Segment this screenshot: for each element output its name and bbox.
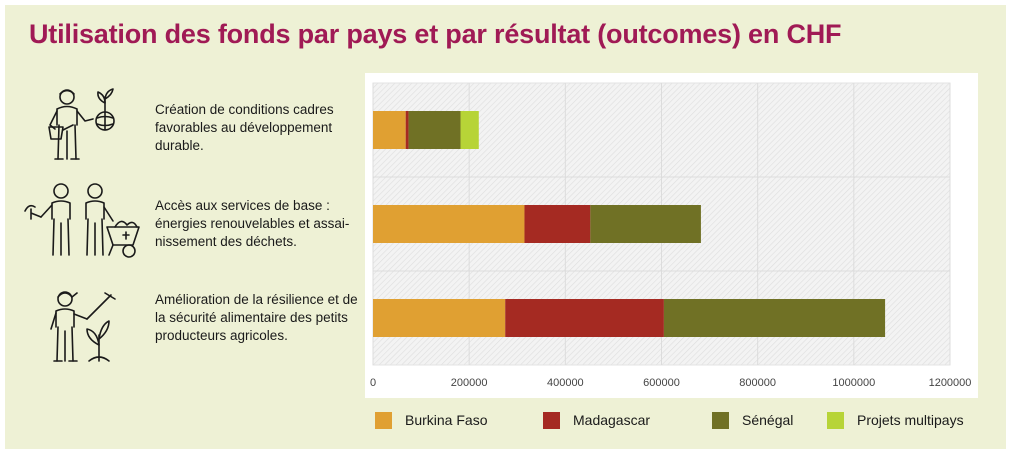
basic-services-icon [24, 183, 140, 258]
row-label-resilience: Amélioration de la résilience et de la s… [155, 292, 358, 343]
bar-row-0-series-3 [460, 111, 479, 149]
row-label-services-de-base: Accès aux services de base : énergies re… [155, 198, 350, 249]
legend-swatch-0 [375, 411, 392, 429]
legend-swatch-2 [712, 411, 729, 429]
farmer-icon [50, 291, 116, 362]
x-tick-label-4: 800000 [739, 377, 776, 389]
infographic-panel: Utilisation des fonds par pays et par ré… [5, 5, 1006, 449]
legend-label-1: Madagascar [573, 412, 651, 428]
legend-item-1: Madagascar [543, 409, 650, 431]
bar-row-0-series-2 [408, 111, 461, 149]
bar-chart: 0 200000 400000 600000 800000 1000000 1200000 [370, 82, 972, 389]
legend-label-0: Burkina Faso [405, 412, 488, 428]
x-tick-label-2: 400000 [547, 377, 584, 389]
legend-item-2: Sénégal [712, 409, 793, 431]
x-tick-label-1: 200000 [451, 377, 488, 389]
gardener-icon [48, 88, 115, 160]
legend-item-3: Projets multipays [827, 409, 964, 431]
bar-row-2-series-0 [373, 299, 506, 337]
legend-item-0: Burkina Faso [375, 409, 487, 431]
bar-row-2-series-1 [505, 299, 664, 337]
legend-label-2: Sénégal [742, 412, 794, 428]
x-tick-label-3: 600000 [643, 377, 680, 389]
legend-swatch-3 [827, 411, 844, 429]
legend-label-3: Projets multipays [857, 412, 964, 428]
x-tick-label-6: 1200000 [929, 377, 972, 389]
bar-row-1-series-2 [590, 205, 701, 243]
bar-row-2-series-2 [663, 299, 886, 337]
legend: Burkina Faso Madagascar Sénégal Projets mul… [375, 409, 995, 435]
bar-row-0-series-0 [373, 111, 406, 149]
x-tick-label-0: 0 [370, 377, 376, 389]
legend-swatch-1 [543, 411, 560, 429]
chart-title: Utilisation des fonds par pays et par ré… [29, 19, 842, 49]
row-label-conditions-cadres: Création de conditions cadres favorables… [155, 102, 334, 153]
x-tick-label-5: 1000000 [832, 377, 875, 389]
bar-row-0-series-1 [405, 111, 409, 149]
bar-row-1-series-0 [373, 205, 525, 243]
bar-row-1-series-1 [524, 205, 591, 243]
chart-frame: 0 200000 400000 600000 800000 1000000 1200000 [365, 73, 978, 398]
